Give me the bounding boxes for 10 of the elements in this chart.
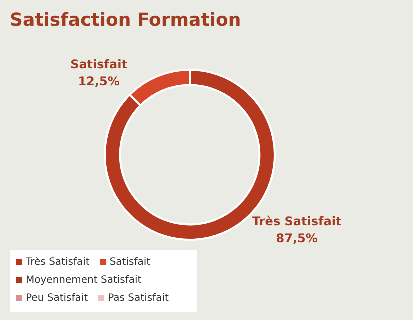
chart-title: Satisfaction Formation [10, 10, 242, 31]
slice-label: Satisfait [70, 57, 128, 72]
legend-label: Pas Satisfait [107, 292, 169, 306]
legend-label: Très Satisfait [25, 256, 90, 270]
legend-label: Moyennement Satisfait [25, 274, 142, 288]
data-label: 12,5% [78, 74, 120, 88]
data-label: 87,5% [276, 232, 318, 246]
legend-label: Peu Satisfait [25, 292, 88, 306]
legend-label: Satisfait [108, 256, 151, 270]
slice-label: Très Satisfait [252, 214, 342, 229]
